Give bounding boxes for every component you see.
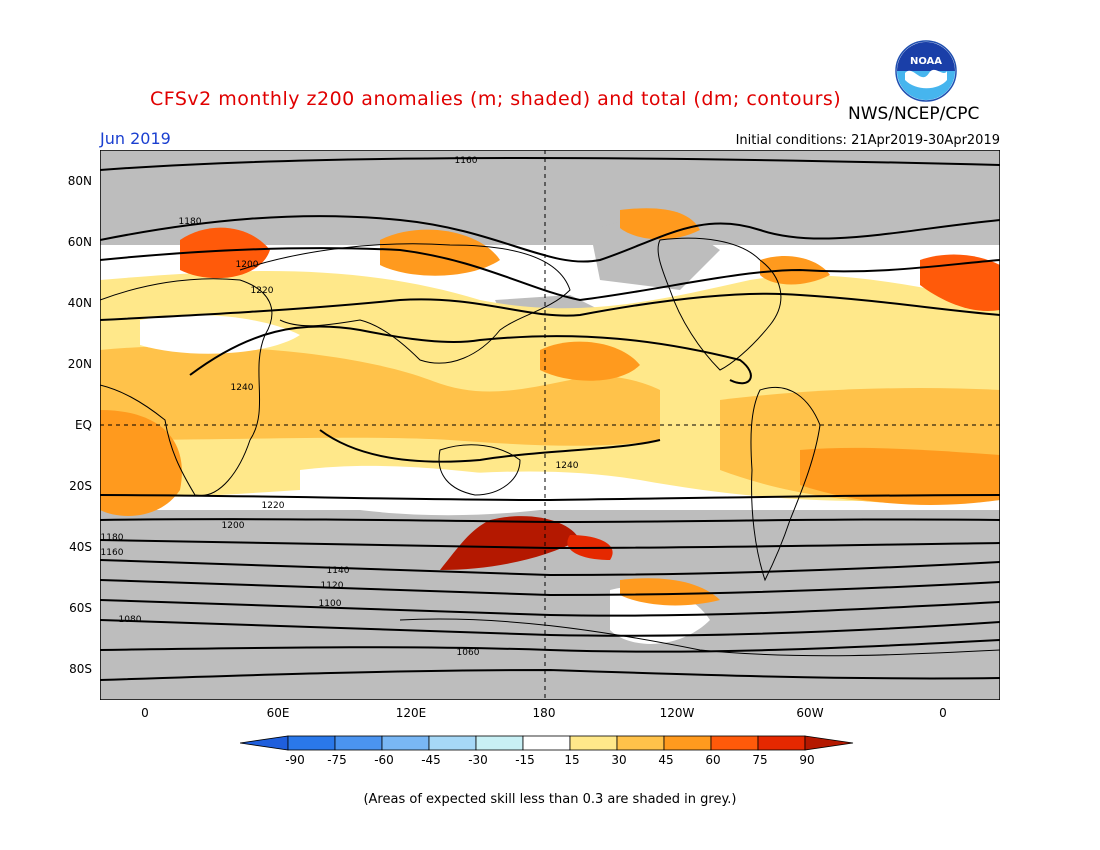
coastlines bbox=[100, 237, 1000, 657]
colorbar-tick: -60 bbox=[374, 753, 394, 767]
colorbar-tick: 90 bbox=[799, 753, 814, 767]
contour-label: 1220 bbox=[262, 501, 285, 511]
chart-title: CFSv2 monthly z200 anomalies (m; shaded)… bbox=[150, 88, 842, 110]
colorbar-tick: 60 bbox=[705, 753, 720, 767]
noaa-logo-icon: NOAA bbox=[895, 40, 957, 102]
neutral-south-indian bbox=[300, 465, 540, 516]
lon-label: 180 bbox=[532, 706, 556, 720]
anomaly-60-75-europe bbox=[180, 227, 270, 279]
anomaly-45-60-south-pacific bbox=[620, 578, 720, 606]
contour-label: 1140 bbox=[327, 566, 350, 576]
colorbar: -90 -75 -60 -45 -30 -15 15 30 45 60 75 9… bbox=[240, 735, 854, 767]
colorbar-cell bbox=[757, 735, 806, 751]
contour-label: 1120 bbox=[321, 581, 344, 591]
contour-label: 1200 bbox=[222, 521, 245, 531]
anomaly-45-60-npac bbox=[540, 341, 640, 381]
contour-label: 1200 bbox=[236, 260, 259, 270]
colorbar-tick: 45 bbox=[658, 753, 673, 767]
lat-label: 40N bbox=[67, 296, 92, 310]
height-contours bbox=[100, 157, 1000, 681]
lat-label: 40S bbox=[69, 540, 92, 554]
initial-conditions: Initial conditions: 21Apr2019-30Apr2019 bbox=[735, 133, 1000, 148]
colorbar-arrow-right bbox=[804, 735, 854, 751]
anomaly-60-75-atlantic bbox=[920, 254, 1000, 311]
colorbar-cell bbox=[569, 735, 618, 751]
anomaly-45-60-sam bbox=[800, 447, 1000, 505]
svg-text:NOAA: NOAA bbox=[910, 56, 942, 67]
colorbar-cell bbox=[287, 735, 336, 751]
colorbar-cell bbox=[616, 735, 665, 751]
lat-label: 20N bbox=[67, 357, 92, 371]
contour-label: 1180 bbox=[179, 217, 202, 227]
lat-label: 80S bbox=[69, 662, 92, 676]
contour-label: 1160 bbox=[101, 548, 124, 558]
grey-zone-north bbox=[100, 150, 1000, 245]
contour-label: 1080 bbox=[119, 615, 142, 625]
colorbar-cell bbox=[475, 735, 524, 751]
contour-label: 1060 bbox=[457, 648, 480, 658]
contour-label: 1180 bbox=[101, 533, 124, 543]
contour-label: 1240 bbox=[231, 383, 254, 393]
org-label: NWS/NCEP/CPC bbox=[848, 104, 980, 124]
skill-note: (Areas of expected skill less than 0.3 a… bbox=[363, 792, 737, 807]
lon-label: 60W bbox=[796, 706, 824, 720]
colorbar-arrow-left bbox=[240, 735, 289, 751]
lon-label: 0 bbox=[141, 706, 149, 720]
colorbar-tick: 30 bbox=[611, 753, 626, 767]
colorbar-cell bbox=[710, 735, 759, 751]
lat-label: 60S bbox=[69, 601, 92, 615]
month-label: Jun 2019 bbox=[100, 129, 171, 148]
anomaly-30-45-west bbox=[100, 346, 660, 446]
colorbar-tick: -30 bbox=[468, 753, 488, 767]
colorbar-cell bbox=[428, 735, 477, 751]
colorbar-tick: -45 bbox=[421, 753, 441, 767]
colorbar-cell bbox=[334, 735, 383, 751]
colorbar-tick: -15 bbox=[515, 753, 535, 767]
contour-label: 1240 bbox=[556, 461, 579, 471]
anomaly-45-60-atlantic bbox=[100, 410, 182, 516]
contour-label: 1100 bbox=[319, 599, 342, 609]
anomaly-map: 1160 1180 1200 1220 1240 1240 1220 1200 … bbox=[100, 150, 1000, 700]
colorbar-tick: 15 bbox=[564, 753, 579, 767]
contour-label: 1220 bbox=[251, 286, 274, 296]
lon-label: 120E bbox=[395, 706, 427, 720]
lon-label: 0 bbox=[939, 706, 947, 720]
neutral-north-africa bbox=[140, 315, 300, 354]
colorbar-cell bbox=[381, 735, 430, 751]
colorbar-cell bbox=[663, 735, 712, 751]
colorbar-cell bbox=[522, 735, 571, 751]
colorbar-tick: 75 bbox=[752, 753, 767, 767]
colorbar-tick: -75 bbox=[327, 753, 347, 767]
contour-label: 1160 bbox=[455, 156, 478, 166]
anomaly-45-60-alaska bbox=[620, 208, 700, 240]
lat-label: EQ bbox=[74, 418, 92, 432]
colorbar-tick: -90 bbox=[285, 753, 305, 767]
lat-label: 20S bbox=[69, 479, 92, 493]
lon-label: 120W bbox=[659, 706, 695, 720]
lon-label: 60E bbox=[266, 706, 290, 720]
lat-label: 60N bbox=[67, 235, 92, 249]
lat-label: 80N bbox=[67, 174, 92, 188]
